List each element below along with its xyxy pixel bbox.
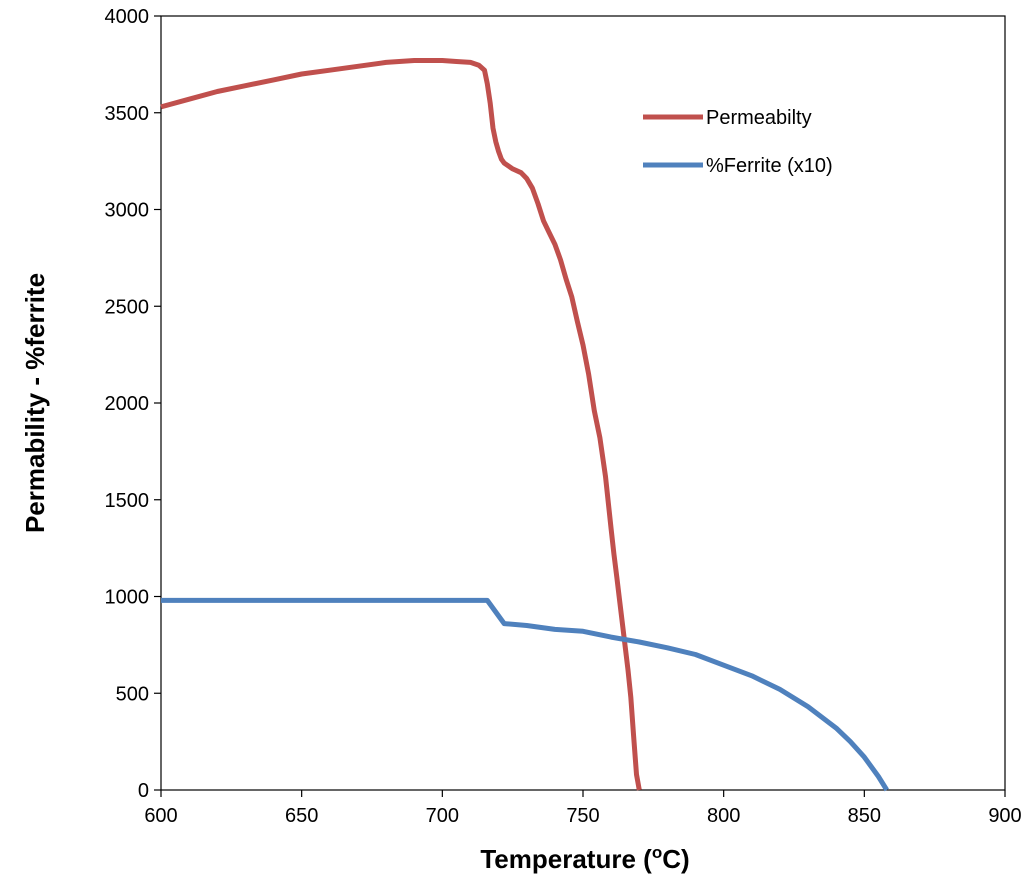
legend-label-ferrite: %Ferrite (x10) — [706, 155, 833, 177]
series-line-0 — [160, 58, 642, 791]
y-tick-label: 500 — [116, 683, 149, 705]
y-axis-title: Permability - %ferrite — [20, 273, 50, 533]
x-tick-label: 850 — [848, 805, 881, 827]
y-tick-label: 1000 — [105, 587, 150, 609]
plot-area — [160, 15, 1006, 791]
y-tick-label: 2000 — [105, 393, 150, 415]
y-tick-label: 2500 — [105, 296, 150, 318]
x-tick-label: 750 — [566, 805, 599, 827]
y-tick-label: 0 — [138, 780, 149, 802]
x-tick-label: 700 — [426, 805, 459, 827]
x-tick-label: 800 — [707, 805, 740, 827]
series-layer — [160, 58, 889, 792]
y-tick-label: 3000 — [105, 200, 150, 222]
x-axis: 600 650 700 750 800 850 900 — [144, 790, 1022, 827]
series-line-1 — [161, 597, 889, 792]
x-tick-label: 600 — [144, 805, 177, 827]
legend-label-permeability: Permeabilty — [706, 107, 812, 129]
legend: Permeabilty %Ferrite (x10) — [643, 107, 833, 177]
y-tick-label: 3500 — [105, 103, 150, 125]
plot-border — [160, 15, 1006, 791]
y-axis: 0 500 1000 1500 2000 2500 3000 3500 4000 — [105, 6, 161, 802]
x-tick-label: 900 — [988, 805, 1021, 827]
x-axis-title: Temperature (oC) — [480, 843, 689, 874]
x-tick-label: 650 — [285, 805, 318, 827]
y-tick-label: 4000 — [105, 6, 150, 28]
y-tick-label: 1500 — [105, 490, 150, 512]
